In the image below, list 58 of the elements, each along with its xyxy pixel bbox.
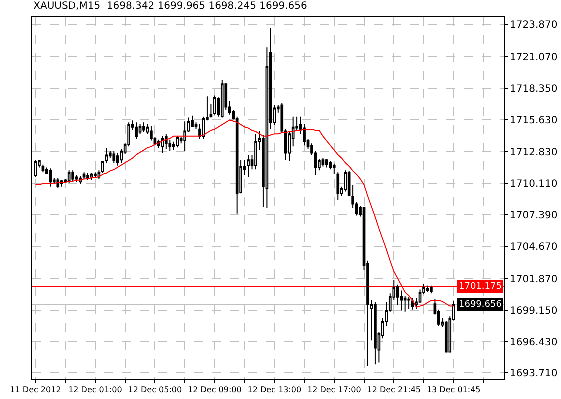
- y-tick-label: 1712.830: [510, 148, 558, 159]
- candlestick: [164, 134, 168, 150]
- y-tick-label: 1701.870: [510, 274, 558, 286]
- candlestick: [86, 173, 90, 181]
- candlestick: [184, 121, 186, 152]
- candlestick: [112, 150, 116, 164]
- candlestick: [116, 152, 120, 166]
- y-tick-label: 1696.430: [510, 337, 558, 348]
- candlestick: [172, 141, 176, 151]
- x-tick-label: 13 Dec 01:45: [426, 386, 481, 395]
- y-tick-label: 1723.870: [510, 20, 558, 32]
- candlestick: [142, 122, 146, 133]
- x-tick-label: 12 Dec 01:00: [68, 386, 122, 395]
- y-tick-label: 1699.150: [510, 306, 558, 317]
- candlestick: [108, 150, 112, 159]
- candlestick: [214, 95, 216, 116]
- candlestick: [329, 160, 332, 170]
- x-tick-label: 11 Dec 2012: [10, 386, 62, 395]
- candlestick: [220, 80, 224, 118]
- candlestick: [75, 174, 78, 183]
- y-tick-label: 1693.710: [510, 368, 558, 380]
- x-tick-label: 12 Dec 13:00: [248, 386, 302, 395]
- candlestick: [42, 164, 45, 174]
- candlestick: [72, 170, 74, 182]
- candlestick: [34, 160, 38, 178]
- candlestick: [82, 172, 86, 180]
- candlestick: [247, 154, 250, 178]
- y-tick-label: 1715.630: [510, 115, 558, 126]
- y-tick-label: 1710.110: [510, 179, 558, 190]
- candlestick: [138, 124, 142, 135]
- x-tick-label: 12 Dec 21:45: [367, 386, 422, 395]
- y-tick-label: 1721.070: [510, 52, 558, 64]
- x-tick-label: 12 Dec 05:00: [128, 386, 182, 395]
- candlestick: [176, 136, 180, 148]
- candlestick: [430, 285, 433, 294]
- x-tick-label: 12 Dec 09:00: [188, 386, 242, 395]
- candlestick: [191, 115, 194, 128]
- y-tick-label: 1718.350: [510, 84, 558, 95]
- chart-title: XAUUSD,M15 1698.342 1699.965 1698.245 1699.656: [34, 0, 308, 12]
- candlestick: [408, 296, 410, 310]
- candlestick: [326, 158, 328, 168]
- candlestick: [344, 170, 348, 192]
- candlestick: [322, 158, 325, 168]
- y-tick-label: 1704.670: [510, 242, 558, 254]
- candlestick: [49, 168, 52, 188]
- y-tick-label: 1707.390: [510, 210, 558, 222]
- candlestick: [161, 136, 164, 154]
- candlestick: [426, 285, 430, 294]
- x-tick-label: 12 Dec 17:00: [307, 386, 362, 395]
- candlestick: [94, 172, 97, 179]
- ref-line-label: 1699.656: [459, 300, 502, 310]
- candlestick: [444, 320, 448, 353]
- candlestick: [150, 126, 153, 142]
- candlestick: [374, 302, 377, 366]
- candlestick: [254, 134, 258, 170]
- candlestick: [135, 122, 138, 140]
- candlestick: [68, 170, 71, 184]
- ref-line-label: 1701.175: [459, 282, 502, 292]
